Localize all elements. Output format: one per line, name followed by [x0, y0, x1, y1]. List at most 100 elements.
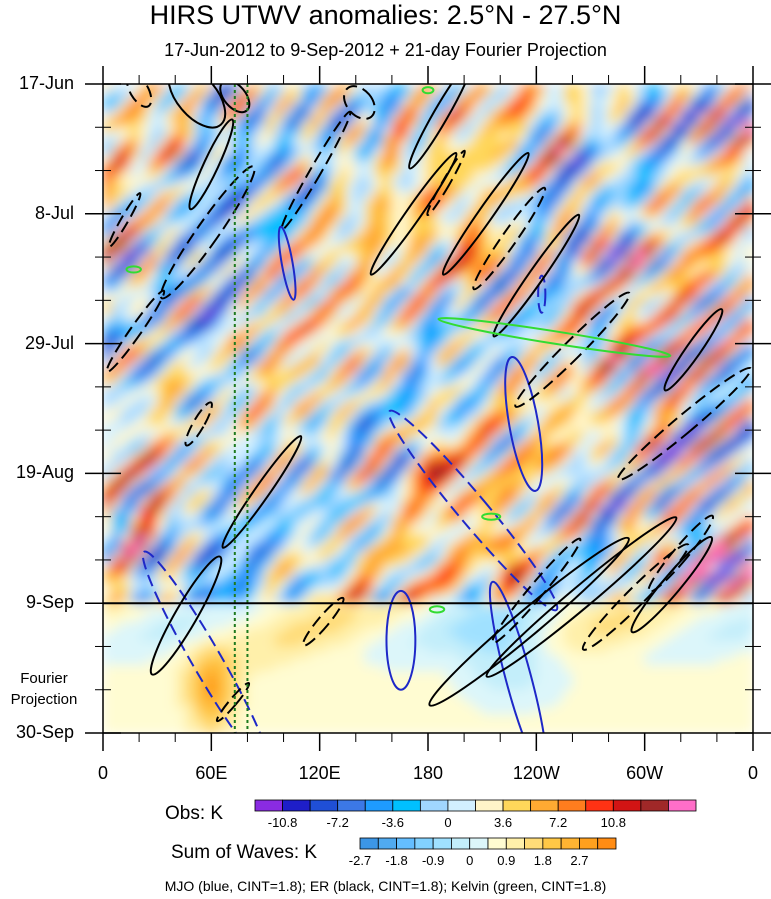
mjo-contour	[385, 589, 417, 691]
chart-title: HIRS UTWV anomalies: 2.5°N - 27.5°N	[149, 0, 622, 30]
colorbar-cell	[377, 837, 397, 850]
colorbar-cell	[505, 837, 525, 850]
er-contour	[125, 84, 153, 108]
er-contour	[221, 435, 303, 549]
colorbar-cell	[502, 799, 532, 812]
er-contour	[184, 401, 213, 447]
wave-contours	[105, 84, 752, 733]
colorbar-cell	[475, 799, 504, 812]
contours-mjo	[141, 225, 559, 733]
x-tick-label: 60E	[195, 763, 228, 783]
colorbar-tick-label: -2.7	[348, 853, 372, 868]
colorbar-cell	[668, 799, 697, 812]
mjo-contour	[277, 225, 297, 301]
mjo-contour	[488, 580, 548, 733]
er-contour	[492, 213, 581, 338]
y-tick-label: 19-Aug	[15, 462, 74, 483]
y-tick-label: 29-Jul	[24, 332, 74, 353]
er-contour	[485, 516, 678, 678]
y-tick-label: 30-Sep	[15, 722, 74, 742]
colorbar-cell	[524, 837, 544, 850]
colorbar-cell	[414, 837, 434, 850]
y-tick-label: 8-Jul	[34, 202, 74, 223]
er-contour	[188, 118, 235, 211]
colorbar-cell	[447, 799, 476, 812]
colorbar-cell	[487, 837, 507, 850]
mjo-contour	[141, 550, 270, 733]
colorbar-cell	[612, 799, 642, 812]
waves-colorbar-label: Sum of Waves: K	[171, 842, 318, 863]
obs-colorbar-label: Obs: K	[165, 803, 224, 824]
axes	[85, 66, 771, 751]
field-cells	[103, 84, 753, 733]
colorbar-cell	[419, 799, 449, 812]
colorbar	[254, 799, 697, 812]
y-tick-label: 17-Jun	[18, 73, 74, 93]
colorbar-tick-label: 0	[466, 853, 474, 868]
colorbar-cell	[396, 837, 416, 850]
er-contour	[426, 149, 466, 217]
kelvin-contour	[437, 317, 672, 358]
colorbar-cell	[469, 837, 489, 850]
colorbar-cell	[451, 837, 471, 850]
contours-kelvin	[125, 86, 672, 614]
contour-legend: MJO (blue, CINT=1.8); ER (black, CINT=1.…	[164, 878, 607, 894]
colorbar-cell	[542, 837, 562, 850]
x-tick-label: 60W	[626, 763, 664, 783]
colorbar-tick-label: -1.8	[385, 853, 408, 868]
colorbar-cell	[432, 837, 452, 850]
x-tick-label: 0	[747, 763, 758, 783]
kelvin-contour	[421, 86, 435, 95]
er-contour	[428, 536, 630, 707]
colorbar-cell	[364, 799, 394, 812]
reference-lines	[233, 84, 249, 733]
anomaly-field	[103, 84, 753, 733]
kelvin-contour	[125, 265, 142, 274]
colorbar-cell	[337, 799, 366, 812]
er-contour	[369, 151, 458, 276]
colorbar-tick-label: 3.6	[494, 815, 513, 830]
contours-er	[105, 84, 752, 723]
er-contour	[630, 535, 714, 634]
er-contour	[159, 165, 256, 300]
er-contour	[149, 555, 223, 676]
colorbar-cell	[254, 799, 283, 812]
er-contour	[491, 537, 582, 645]
colorbar-cell	[282, 799, 311, 812]
colorbar-cell	[557, 799, 587, 812]
colorbar-cell	[560, 837, 580, 850]
colorbar-tick-label: -3.6	[381, 815, 405, 830]
er-contour	[616, 366, 752, 482]
er-contour	[301, 596, 345, 647]
er-contour	[647, 514, 715, 593]
colorbar-cell	[597, 837, 617, 850]
x-tick-label: 180	[412, 763, 444, 783]
x-tick-label: 120W	[512, 763, 560, 783]
colorbar	[359, 837, 617, 850]
colorbar-cell	[585, 799, 614, 812]
colorbars	[254, 799, 697, 850]
colorbar-cell	[309, 799, 339, 812]
colorbar-cell	[530, 799, 559, 812]
x-tick-label: 120E	[298, 763, 341, 783]
kelvin-contour	[481, 512, 502, 521]
colorbar-tick-label: 7.2	[549, 815, 568, 830]
fourier-projection-label: Fourier Projection	[10, 670, 78, 708]
colorbar-tick-label: 0	[444, 815, 452, 830]
er-contour	[441, 151, 530, 276]
mjo-contour	[504, 355, 544, 492]
colorbar-tick-label: 2.7	[570, 853, 589, 868]
er-contour	[343, 85, 376, 120]
colorbar-tick-label: -0.9	[421, 853, 445, 868]
chart-subtitle: 17-Jun-2012 to 9-Sep-2012 + 21-day Fouri…	[164, 40, 607, 60]
er-contour	[167, 84, 227, 129]
colorbar-tick-label: 10.8	[600, 815, 626, 830]
colorbar-tick-label: 1.8	[533, 853, 552, 868]
colorbar-tick-label: 0.9	[497, 853, 516, 868]
colorbar-tick-label: -7.2	[326, 815, 349, 830]
er-contour	[105, 289, 166, 373]
y-tick-label: 9-Sep	[25, 592, 74, 613]
colorbar-cell	[579, 837, 599, 850]
mjo-contour	[537, 274, 547, 314]
